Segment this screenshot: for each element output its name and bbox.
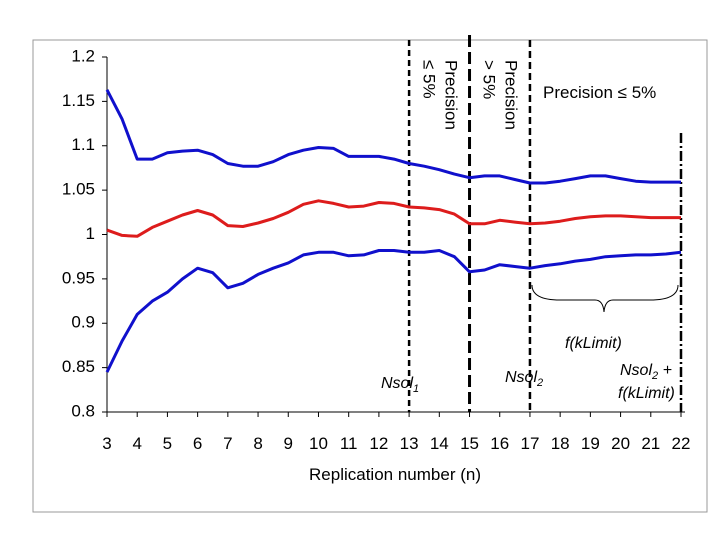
x-tick-label: 14 <box>430 434 449 453</box>
annotation-text: f(kLimit) <box>565 335 622 352</box>
chart-frame <box>32 39 708 513</box>
x-tick-label: 11 <box>340 434 358 453</box>
annotation-text: Nsol2 + <box>620 362 672 382</box>
x-axis-title: Replication number (n) <box>309 465 481 484</box>
x-tick-label: 15 <box>460 434 479 453</box>
x-tick-label: 10 <box>309 434 328 453</box>
brace <box>531 284 679 313</box>
x-tick-label: 19 <box>581 434 600 453</box>
x-tick-label: 12 <box>369 434 388 453</box>
y-tick-label: 0.8 <box>71 401 95 420</box>
x-tick-label: 21 <box>641 434 660 453</box>
x-tick-label: 17 <box>520 434 539 453</box>
data-line <box>105 249 682 373</box>
y-tick-label: 0.9 <box>71 313 95 332</box>
x-tick-label: 22 <box>672 434 691 453</box>
annotation-text: Precision <box>502 60 521 130</box>
annotation-text: f(kLimit) <box>618 385 675 402</box>
x-tick-label: 6 <box>193 434 202 453</box>
annotation-text: Precision ≤ 5% <box>543 83 656 102</box>
y-tick-label: 1.2 <box>71 46 95 65</box>
data-line <box>106 199 681 238</box>
annotation: Precision > 5% <box>480 60 521 130</box>
annotation-text: > 5% <box>480 60 499 99</box>
x-tick-label: 20 <box>611 434 630 453</box>
y-tick-label: 0.85 <box>62 357 95 376</box>
x-tick-label: 13 <box>400 434 419 453</box>
annotation-text: Precision <box>442 60 461 130</box>
x-tick-label: 18 <box>551 434 570 453</box>
y-tick-label: 0.95 <box>62 268 95 287</box>
x-tick-label: 8 <box>253 434 262 453</box>
x-tick-label: 16 <box>490 434 509 453</box>
x-tick-label: 9 <box>284 434 293 453</box>
y-tick-label: 1.1 <box>71 135 95 154</box>
x-tick-label: 4 <box>132 434 141 453</box>
annotation: Precision ≤ 5% <box>420 60 461 130</box>
x-tick-label: 7 <box>223 434 232 453</box>
y-tick-label: 1 <box>86 224 95 243</box>
x-tick-label: 3 <box>102 434 111 453</box>
data-line <box>105 89 681 185</box>
x-tick-label: 5 <box>163 434 172 453</box>
annotation-text: ≤ 5% <box>420 60 439 99</box>
y-tick-label: 1.15 <box>62 91 95 110</box>
y-tick-label: 1.05 <box>62 180 95 199</box>
annotation-text: Nsol1 <box>381 375 419 395</box>
